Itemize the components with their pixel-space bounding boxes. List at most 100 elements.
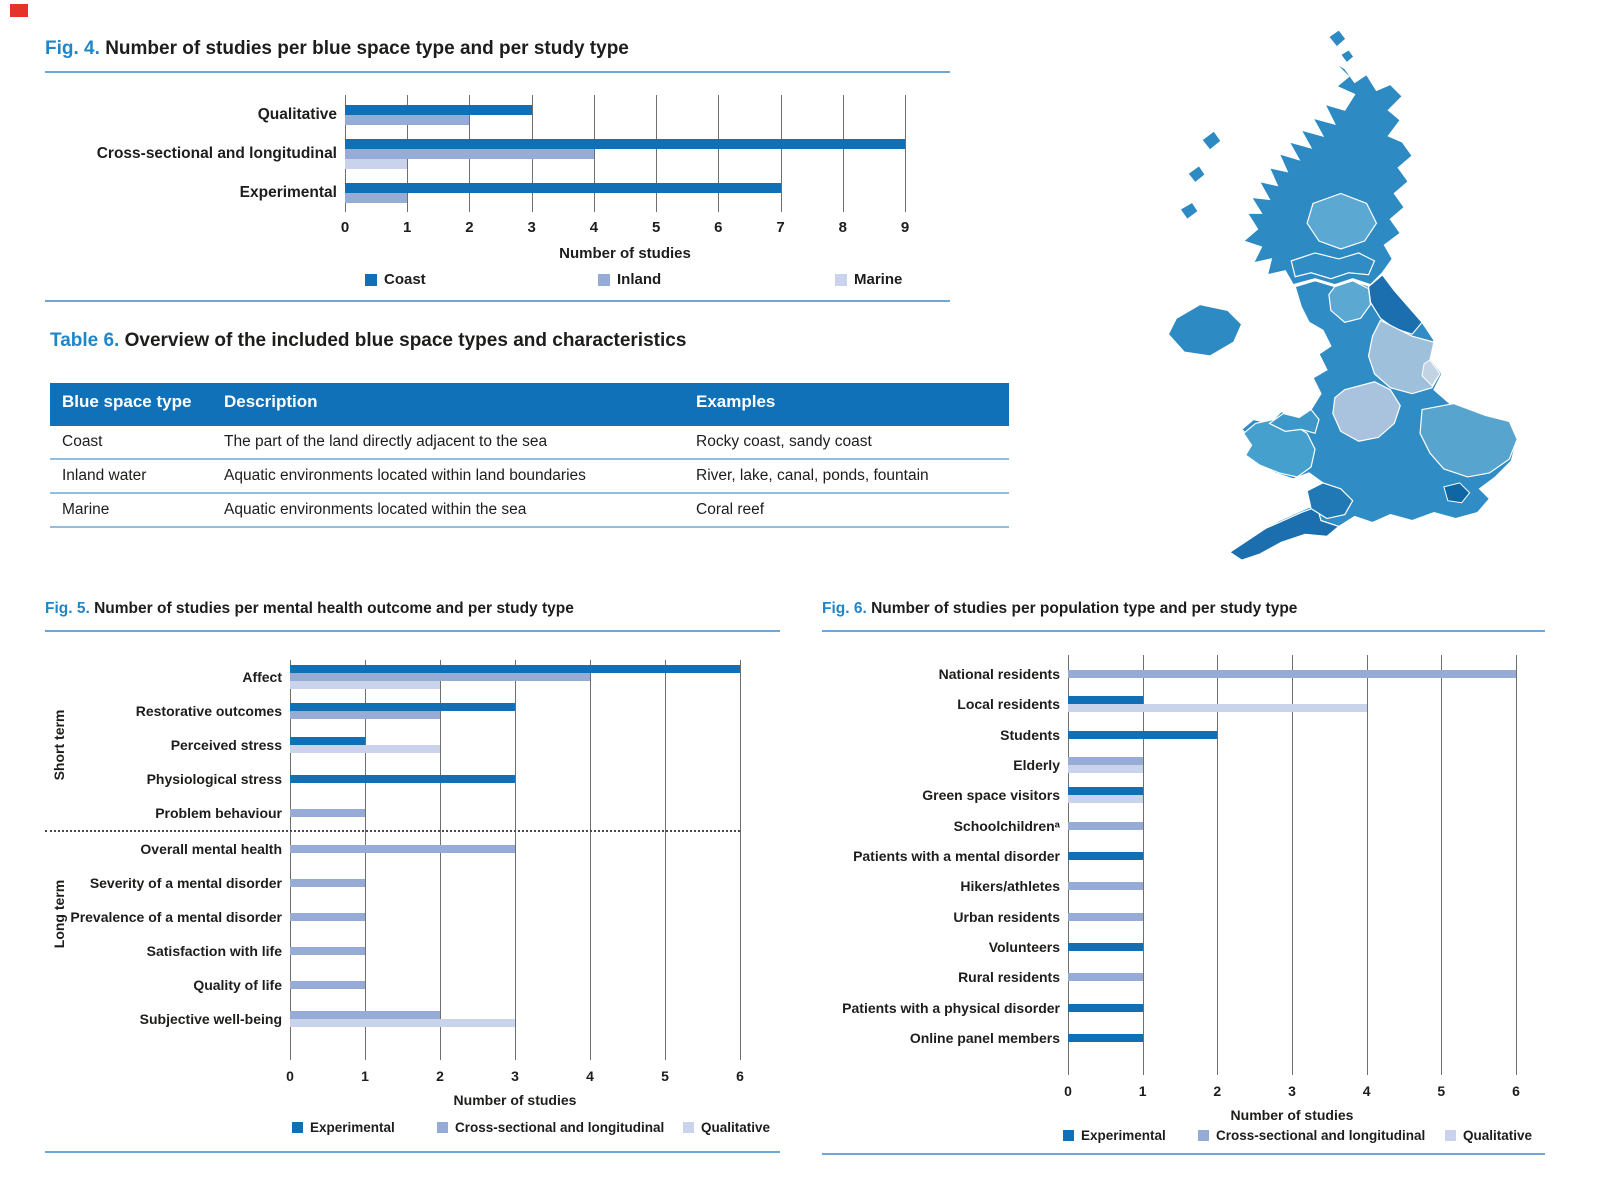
bar [290, 665, 740, 673]
fig6-title-rule [822, 630, 1545, 632]
bar-row [290, 968, 740, 1002]
bar-row [345, 134, 905, 173]
legend-item: Experimental [292, 1120, 395, 1135]
gridline [842, 95, 844, 212]
category-label: Subjective well-being [139, 1011, 282, 1027]
legend-swatch [683, 1122, 694, 1133]
legend-swatch [835, 273, 847, 286]
category-label: National residents [938, 666, 1060, 682]
table-cell: Coral reef [684, 493, 1009, 528]
axis-tick-label: 8 [838, 219, 847, 236]
group-divider [45, 830, 740, 832]
category-label: Hikers/athletes [960, 878, 1060, 895]
table-cell: River, lake, canal, ponds, fountain [684, 459, 1009, 494]
gridline [1516, 655, 1517, 1075]
bar-row [1068, 932, 1516, 962]
bar [290, 775, 515, 783]
category-label: Green space visitors [922, 787, 1060, 804]
axis-tick-label: 5 [651, 219, 661, 236]
fig5-title-text: Number of studies per mental health outc… [94, 600, 574, 617]
category-label: Local residents [957, 696, 1060, 713]
bar [345, 182, 781, 193]
axis-tick-label: 6 [736, 1068, 744, 1084]
legend-item: Experimental [1063, 1128, 1166, 1143]
fig5-title-rule [45, 630, 780, 632]
bar [1068, 821, 1143, 830]
table6-section: Table 6. Overview of the included blue s… [50, 330, 1009, 528]
axis-tick-label: 4 [589, 219, 599, 236]
fig6-section: Fig. 6. Number of studies per population… [822, 600, 1545, 1160]
legend-item: Qualitative [683, 1120, 770, 1135]
bar-row [1068, 871, 1516, 901]
gridline [439, 660, 441, 1060]
bar [290, 711, 440, 719]
category-label: Affect [242, 669, 282, 685]
bar-row [290, 694, 740, 728]
map-region [1187, 165, 1206, 184]
fig6-label: Fig. 6. [822, 600, 867, 617]
gridline [1068, 655, 1069, 1075]
map-region [1268, 408, 1320, 435]
plot-area [1068, 655, 1517, 1075]
legend-label: Inland [617, 271, 662, 288]
bar-row [1068, 811, 1516, 841]
bar-row [290, 832, 740, 866]
bar-row [1068, 659, 1516, 689]
axis-tick-label: 0 [286, 1068, 294, 1084]
fig4-title: Fig. 4. Number of studies per blue space… [45, 38, 950, 60]
category-label: Volunteers [988, 938, 1060, 955]
gridline [905, 95, 906, 212]
gridline [290, 660, 291, 1060]
table-column-header: Blue space type [50, 383, 212, 426]
category-label: Qualitative [257, 105, 337, 123]
map-region [1201, 130, 1222, 151]
bar [1068, 973, 1143, 982]
axis-tick-label: 9 [900, 219, 910, 236]
table-cell: Rocky coast, sandy coast [684, 426, 1009, 460]
bar [1068, 851, 1143, 860]
bar [1068, 1003, 1143, 1012]
axis-tick-label: 1 [361, 1068, 369, 1084]
bar-row [1068, 841, 1516, 871]
bar [1068, 795, 1143, 804]
bar [290, 879, 365, 887]
bar-row [345, 95, 905, 134]
uk-map [1078, 25, 1558, 580]
bar [1068, 764, 1143, 773]
fig5-bottom-rule [45, 1151, 780, 1153]
category-label: Schoolchildrenᵃ [953, 817, 1060, 834]
gridline [1292, 655, 1293, 1075]
gridline [515, 660, 516, 1060]
bar [1068, 912, 1143, 921]
bar [345, 192, 408, 203]
bar-row [1068, 993, 1516, 1023]
bar-row [1068, 1023, 1516, 1053]
plot-area [290, 660, 741, 1060]
axis-tick-label: 2 [436, 1068, 444, 1084]
bar-row [1068, 962, 1516, 992]
table-cell: Marine [50, 493, 212, 528]
axis-title: Number of studies [453, 1092, 577, 1108]
category-label: Cross-sectional and longitudinal [96, 144, 337, 162]
axis-tick-label: 0 [1064, 1083, 1072, 1099]
table-cell: Inland water [50, 459, 212, 494]
bar-row [345, 173, 905, 212]
legend-swatch [598, 273, 610, 286]
map-region [1290, 252, 1376, 280]
gridline [740, 660, 741, 1060]
gridline [593, 95, 595, 212]
category-label: Problem behaviour [155, 805, 282, 821]
bar-row [290, 934, 740, 968]
category-label: Overall mental health [140, 841, 282, 857]
table6-title-text: Overview of the included blue space type… [124, 330, 687, 351]
fig5-label: Fig. 5. [45, 600, 90, 617]
category-label: Physiological stress [146, 771, 282, 787]
category-label: Experimental [239, 183, 337, 201]
fig6-title: Fig. 6. Number of studies per population… [822, 600, 1545, 618]
legend-label: Experimental [310, 1120, 395, 1135]
bar [1068, 756, 1143, 765]
legend-label: Qualitative [701, 1120, 771, 1135]
legend-swatch [1198, 1130, 1209, 1141]
fig4-chart: 0 1 2 3 4 5 6 7 8 9 Qualitative Cross-sectional and… [45, 38, 950, 304]
category-label: Severity of a mental disorder [89, 875, 282, 891]
